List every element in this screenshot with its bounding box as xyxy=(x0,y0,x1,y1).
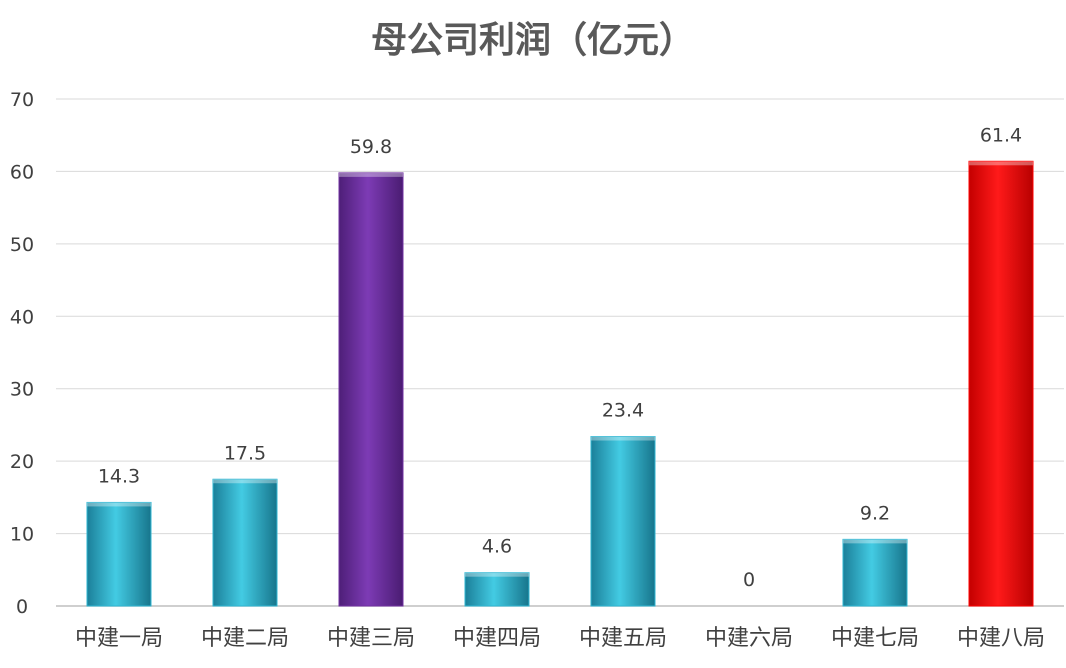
data-label: 61.4 xyxy=(980,124,1022,146)
chart-title: 母公司利润（亿元） xyxy=(371,19,695,61)
y-tick-label: 10 xyxy=(10,524,34,546)
data-label: 0 xyxy=(743,569,755,591)
bar xyxy=(338,172,404,607)
y-tick-label: 20 xyxy=(10,451,34,473)
x-category-label: 中建三局 xyxy=(327,626,415,651)
data-label: 9.2 xyxy=(860,502,890,524)
y-tick-label: 0 xyxy=(16,596,28,618)
bar xyxy=(212,478,278,607)
x-category-label: 中建一局 xyxy=(75,626,163,651)
data-label: 14.3 xyxy=(98,465,140,487)
x-category-label: 中建七局 xyxy=(831,626,919,651)
data-labels: 14.3 17.5 59.8 4.6 23.4 0 9.2 61.4 xyxy=(98,124,1022,591)
bar-top-bevel xyxy=(843,539,907,544)
bar xyxy=(842,538,908,607)
x-axis-category-labels: 中建一局 中建二局 中建三局 中建四局 中建五局 中建六局 中建七局 中建八局 xyxy=(75,626,1045,651)
bar-top-bevel xyxy=(87,502,151,507)
data-label: 23.4 xyxy=(602,400,644,422)
bar xyxy=(86,501,152,607)
y-tick-label: 70 xyxy=(10,89,34,111)
y-tick-label: 50 xyxy=(10,234,34,256)
gridlines xyxy=(56,98,1064,607)
data-label: 4.6 xyxy=(482,536,512,558)
bar xyxy=(464,572,530,607)
y-tick-label: 30 xyxy=(10,379,34,401)
bar-top-bevel xyxy=(465,572,529,577)
x-category-label: 中建六局 xyxy=(705,626,793,651)
x-category-label: 中建五局 xyxy=(579,626,667,651)
bar-top-bevel xyxy=(213,479,277,484)
y-tick-label: 40 xyxy=(10,306,34,328)
y-tick-label: 60 xyxy=(10,161,34,183)
bar-top-bevel xyxy=(591,436,655,441)
x-category-label: 中建八局 xyxy=(957,626,1045,651)
bar xyxy=(968,160,1034,607)
y-axis-tick-labels: 0 10 20 30 40 50 60 70 xyxy=(10,89,34,618)
data-label: 59.8 xyxy=(350,136,392,158)
bar-top-bevel xyxy=(969,161,1033,166)
data-label: 17.5 xyxy=(224,442,266,464)
x-category-label: 中建四局 xyxy=(453,626,541,651)
bar xyxy=(590,436,656,607)
bar-top-bevel xyxy=(339,172,403,177)
x-category-label: 中建二局 xyxy=(201,626,289,651)
bars xyxy=(86,160,1034,607)
